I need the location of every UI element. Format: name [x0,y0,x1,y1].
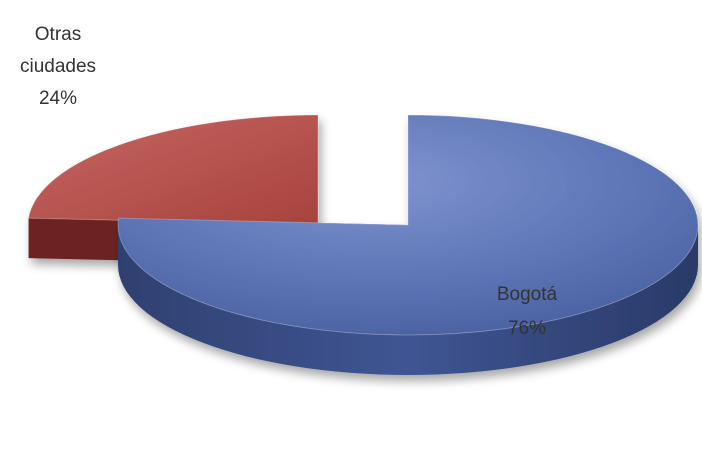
slice-bogota-top [117,114,699,336]
label-line-ciudades: ciudades [20,56,96,77]
percent-label-otras-ciudades: 24% [39,88,77,109]
slice-bogota-rim [118,225,698,375]
percent-label-bogota: 76% [508,318,546,339]
slice-label-otras-ciudades: Otras ciudades 24% [20,24,96,109]
slice-bogota [117,114,699,375]
label-line-otras: Otras [35,24,81,45]
label-bogota: Bogotá [497,284,558,305]
slice-otras-ciudades-top [27,114,319,226]
slice-label-bogota: Bogotá 76% [497,284,558,339]
